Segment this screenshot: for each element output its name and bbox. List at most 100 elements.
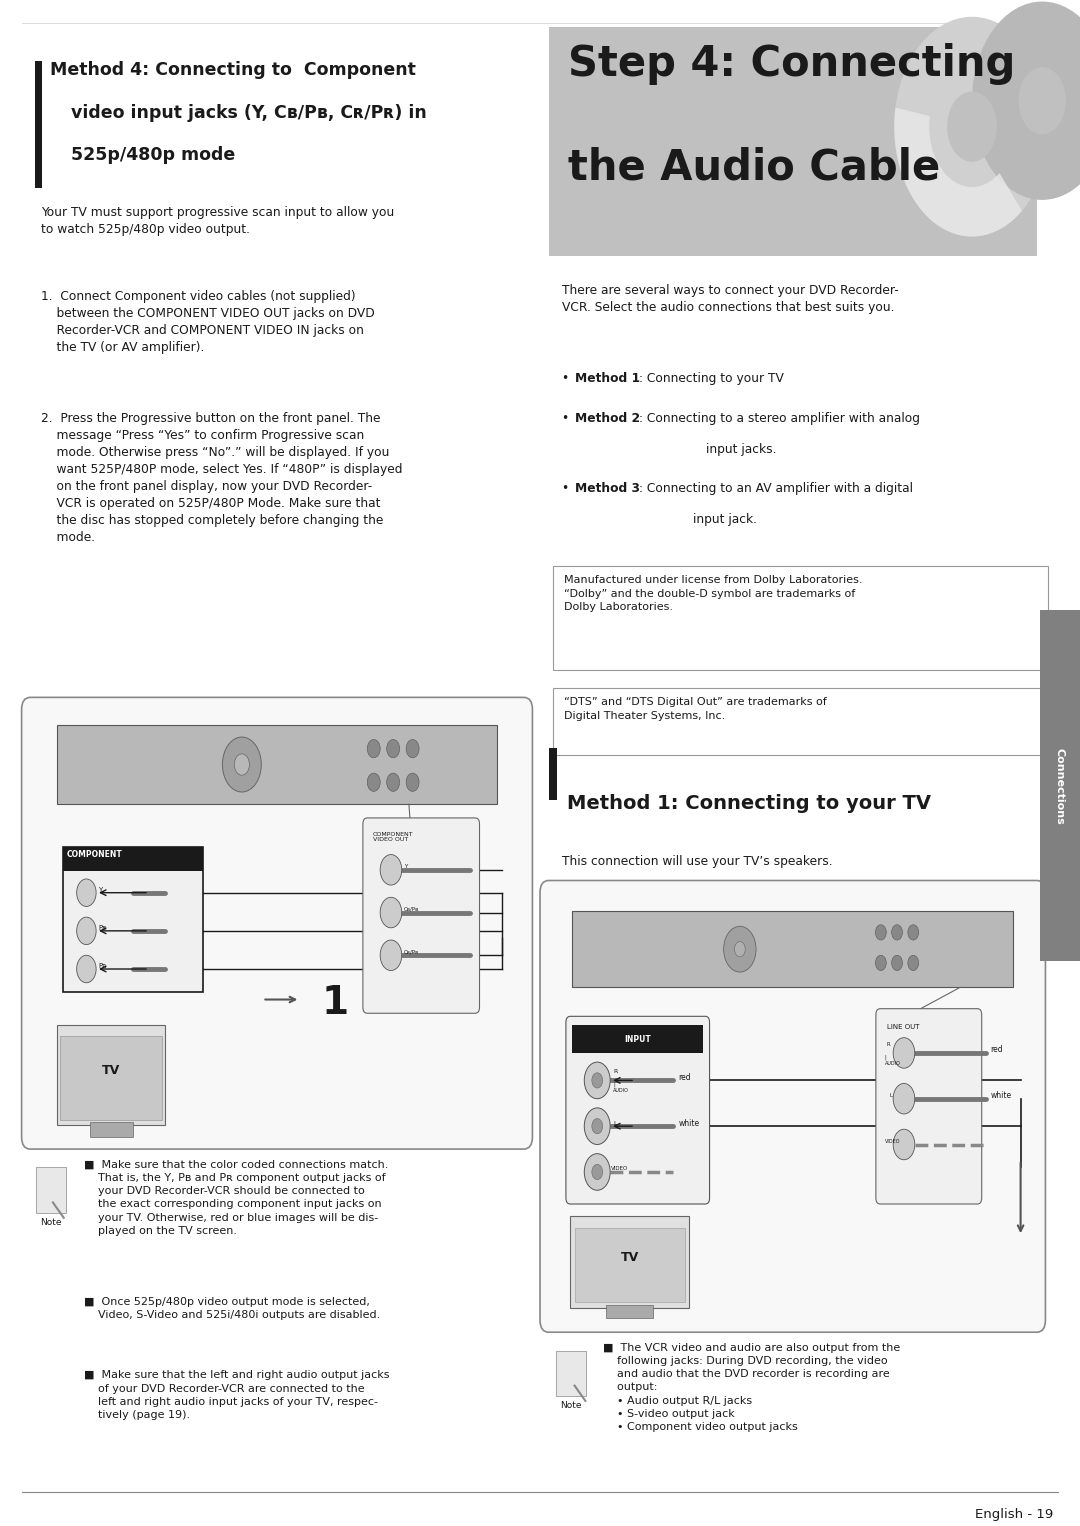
Text: : Connecting to a stereo amplifier with analog: : Connecting to a stereo amplifier with … <box>639 412 920 426</box>
Text: VIDEO: VIDEO <box>885 1138 900 1144</box>
Text: Method 1: Method 1 <box>575 372 639 386</box>
Circle shape <box>387 740 400 758</box>
Text: COMPONENT: COMPONENT <box>67 850 123 859</box>
Bar <box>572 911 1013 987</box>
Circle shape <box>367 740 380 758</box>
Circle shape <box>724 926 756 972</box>
Circle shape <box>908 925 919 940</box>
Text: ■  Once 525p/480p video output mode is selected,
    Video, S-Video and 525i/480: ■ Once 525p/480p video output mode is se… <box>84 1297 380 1320</box>
Text: Note: Note <box>40 1218 62 1227</box>
Text: Note: Note <box>561 1401 582 1410</box>
Text: TV: TV <box>621 1251 638 1264</box>
Circle shape <box>77 955 96 983</box>
Circle shape <box>584 1154 610 1190</box>
Circle shape <box>592 1164 603 1180</box>
Circle shape <box>406 774 419 792</box>
Text: This connection will use your TV’s speakers.: This connection will use your TV’s speak… <box>562 855 833 868</box>
Text: “DTS” and “DTS Digital Out” are trademarks of
Digital Theater Systems, Inc.: “DTS” and “DTS Digital Out” are trademar… <box>564 697 826 720</box>
Text: : Connecting to an AV amplifier with a digital: : Connecting to an AV amplifier with a d… <box>639 482 914 496</box>
Circle shape <box>893 1038 915 1068</box>
Circle shape <box>876 925 887 940</box>
Circle shape <box>367 774 380 792</box>
Circle shape <box>894 17 1050 237</box>
Bar <box>57 1025 165 1125</box>
Wedge shape <box>894 107 1022 237</box>
Text: Cʙ/Pʙ: Cʙ/Pʙ <box>404 906 419 913</box>
Bar <box>572 1025 703 1053</box>
Bar <box>60 1036 162 1120</box>
Bar <box>36 1167 66 1213</box>
Circle shape <box>77 917 96 945</box>
Text: ■  The VCR video and audio are also output from the
    following jacks: During : ■ The VCR video and audio are also outpu… <box>603 1343 900 1431</box>
Text: Y: Y <box>98 887 103 893</box>
Circle shape <box>380 897 402 928</box>
Text: ■  Make sure that the color coded connections match.
    That is, the Y, Pʙ and : ■ Make sure that the color coded connect… <box>84 1160 389 1236</box>
Bar <box>606 1305 653 1318</box>
Text: R: R <box>887 1042 890 1047</box>
Text: Y: Y <box>404 864 407 870</box>
Text: L: L <box>890 1093 893 1099</box>
Circle shape <box>584 1108 610 1144</box>
Text: Step 4: Connecting: Step 4: Connecting <box>568 43 1015 85</box>
Circle shape <box>387 774 400 792</box>
Bar <box>549 27 1037 256</box>
Circle shape <box>893 1083 915 1114</box>
Bar <box>63 847 203 871</box>
FancyBboxPatch shape <box>22 697 532 1149</box>
Bar <box>549 748 557 800</box>
Circle shape <box>222 737 261 792</box>
Circle shape <box>592 1119 603 1134</box>
Circle shape <box>947 92 997 162</box>
Text: Pʙ: Pʙ <box>98 925 107 931</box>
Bar <box>35 61 42 188</box>
Text: Method 4: Connecting to  Component: Method 4: Connecting to Component <box>50 61 416 79</box>
Text: ■  Make sure that the left and right audio output jacks
    of your DVD Recorder: ■ Make sure that the left and right audi… <box>84 1370 390 1421</box>
Text: 2.  Press the Progressive button on the front panel. The
    message “Press “Yes: 2. Press the Progressive button on the f… <box>41 412 403 545</box>
Text: red: red <box>990 1045 1003 1054</box>
Text: 525p/480p mode: 525p/480p mode <box>71 146 235 165</box>
Bar <box>1040 610 1080 961</box>
Circle shape <box>406 740 419 758</box>
Bar <box>570 1216 689 1308</box>
Text: 1.  Connect Component video cables (not supplied)
    between the COMPONENT VIDE: 1. Connect Component video cables (not s… <box>41 290 375 354</box>
FancyBboxPatch shape <box>553 688 1048 755</box>
Text: 1: 1 <box>322 984 349 1022</box>
Text: •: • <box>562 482 572 496</box>
Text: input jack.: input jack. <box>693 513 757 526</box>
Text: |
AUDIO: | AUDIO <box>885 1054 901 1065</box>
Text: input jacks.: input jacks. <box>706 443 777 456</box>
FancyBboxPatch shape <box>63 847 203 992</box>
Text: LINE OUT: LINE OUT <box>887 1024 919 1030</box>
Text: white: white <box>990 1091 1012 1100</box>
Bar <box>575 1228 685 1302</box>
Circle shape <box>876 955 887 971</box>
Text: Method 1: Connecting to your TV: Method 1: Connecting to your TV <box>567 794 931 812</box>
Bar <box>556 1351 586 1396</box>
Text: There are several ways to connect your DVD Recorder-
VCR. Select the audio conne: There are several ways to connect your D… <box>562 284 899 314</box>
Text: L: L <box>613 1120 617 1126</box>
Circle shape <box>77 879 96 906</box>
Circle shape <box>380 855 402 885</box>
Circle shape <box>892 925 903 940</box>
Circle shape <box>1018 67 1066 134</box>
Circle shape <box>584 1062 610 1099</box>
Circle shape <box>908 955 919 971</box>
Text: VIDEO: VIDEO <box>611 1166 629 1172</box>
Bar <box>57 725 497 804</box>
FancyBboxPatch shape <box>876 1009 982 1204</box>
Text: Cʀ/Pʀ: Cʀ/Pʀ <box>404 949 419 955</box>
Bar <box>90 1122 133 1137</box>
Text: •: • <box>562 412 572 426</box>
Circle shape <box>234 754 249 775</box>
Text: : Connecting to your TV: : Connecting to your TV <box>639 372 784 386</box>
Text: INPUT: INPUT <box>624 1035 651 1044</box>
FancyBboxPatch shape <box>540 881 1045 1332</box>
Circle shape <box>734 942 745 957</box>
Circle shape <box>972 2 1080 200</box>
Text: red: red <box>678 1073 691 1082</box>
Text: COMPONENT
VIDEO OUT: COMPONENT VIDEO OUT <box>373 832 414 842</box>
Text: video input jacks (Y, Cʙ/Pʙ, Cʀ/Pʀ) in: video input jacks (Y, Cʙ/Pʙ, Cʀ/Pʀ) in <box>71 104 427 122</box>
Text: Pʀ: Pʀ <box>98 963 107 969</box>
Text: Connections: Connections <box>1054 748 1065 824</box>
FancyBboxPatch shape <box>363 818 480 1013</box>
